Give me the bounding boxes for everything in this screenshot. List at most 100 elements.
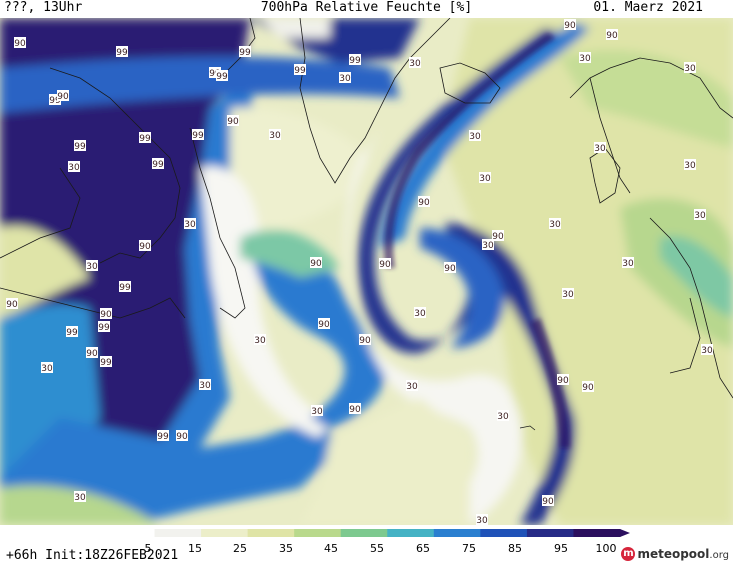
contour-label-bg xyxy=(119,281,131,292)
contour-label-bg xyxy=(100,356,112,367)
contour-label: 90 xyxy=(349,405,361,415)
contour-label-bg xyxy=(139,132,151,143)
contour-label: 99 xyxy=(100,358,112,368)
contour-label-bg xyxy=(582,381,594,392)
contour-label: 30 xyxy=(482,241,494,251)
contour-label-bg xyxy=(310,257,322,268)
contour-label: 90 xyxy=(379,260,391,270)
contour-label: 30 xyxy=(701,346,713,356)
coast-scandinavia xyxy=(569,57,733,119)
contour-label: 90 xyxy=(100,310,112,320)
contour-label-bg xyxy=(66,326,78,337)
detail-navy-arc-south xyxy=(530,318,570,448)
contour-label-bg xyxy=(41,362,53,373)
field-blue-central-comma xyxy=(250,241,385,428)
contour-label-bg xyxy=(74,140,86,151)
coast-iberia xyxy=(669,297,701,374)
humidity-detail xyxy=(383,33,570,448)
contour-label-bg xyxy=(406,380,418,391)
contour-label: 30 xyxy=(269,131,281,141)
contour-label-bg xyxy=(311,405,323,416)
contour-label: 99 xyxy=(294,66,306,76)
contour-label: 30 xyxy=(41,364,53,374)
meteopool-logo[interactable]: m meteopool.org xyxy=(621,547,729,561)
coast-canada-arctic xyxy=(49,67,181,264)
contour-label-bg xyxy=(227,115,239,126)
contour-label: 30 xyxy=(469,132,481,142)
contour-label-bg xyxy=(318,318,330,329)
contour-label-bg xyxy=(418,196,430,207)
contour-label: 99 xyxy=(152,160,164,170)
legend-tick-label: 25 xyxy=(233,542,247,555)
legend-tick-label: 100 xyxy=(596,542,617,555)
contour-label: 90 xyxy=(359,336,371,346)
contour-label-bg xyxy=(359,334,371,345)
field-green-patch-north xyxy=(560,50,733,149)
contour-label-bg xyxy=(469,130,481,141)
contour-label-bg xyxy=(6,298,18,309)
contour-label-bg xyxy=(349,54,361,65)
contour-label-bg xyxy=(184,218,196,229)
legend-tick-label: 45 xyxy=(324,542,338,555)
contour-label-bg xyxy=(74,491,86,502)
contour-label: 99 xyxy=(98,323,110,333)
contour-label: 30 xyxy=(479,174,491,184)
color-legend: 5 15 25 35 45 55 65 75 85 95 100 xyxy=(0,525,733,566)
contour-label-bg xyxy=(216,70,228,81)
coast-hudson-bay xyxy=(0,167,81,259)
contour-label-bg xyxy=(192,129,204,140)
contour-label-bg xyxy=(482,239,494,250)
contour-label: 90 xyxy=(564,21,576,31)
legend-tick-label: 55 xyxy=(370,542,384,555)
meteopool-logo-icon: m xyxy=(621,547,636,561)
contour-label: 99 xyxy=(66,328,78,338)
legend-tick-label: 75 xyxy=(462,542,476,555)
contour-label: 30 xyxy=(311,407,323,417)
contour-label: 30 xyxy=(694,211,706,221)
coast-norway xyxy=(589,77,631,194)
field-yellow-green-east xyxy=(440,18,733,525)
contour-label-bg xyxy=(254,334,266,345)
contour-label-bg xyxy=(68,161,80,172)
contour-label: 30 xyxy=(579,54,591,64)
contour-label: 90 xyxy=(606,31,618,41)
contour-label: 30 xyxy=(684,64,696,74)
contour-label: 99 xyxy=(239,48,251,58)
legend-cell xyxy=(294,529,342,537)
contour-label: 30 xyxy=(594,144,606,154)
legend-cell xyxy=(573,529,621,537)
contour-label: 30 xyxy=(497,412,509,422)
contour-label: 30 xyxy=(339,74,351,84)
contour-label-bg xyxy=(199,379,211,390)
weekday-time-label: ???, 13Uhr xyxy=(4,0,83,15)
contour-label-bg xyxy=(152,158,164,169)
contour-label: 90 xyxy=(318,320,330,330)
legend-cell xyxy=(340,529,388,537)
humidity-field xyxy=(0,18,733,525)
contour-label: 30 xyxy=(68,163,80,173)
contour-label: 90 xyxy=(57,92,69,102)
contour-label-bg xyxy=(116,46,128,57)
contour-label-bg xyxy=(14,37,26,48)
contour-label: 30 xyxy=(254,336,266,346)
contour-label: 90 xyxy=(582,383,594,393)
contour-label: 30 xyxy=(199,381,211,391)
contour-label-bg xyxy=(497,410,509,421)
contour-label-bg xyxy=(701,344,713,355)
contour-label-bg xyxy=(414,307,426,318)
coast-iceland xyxy=(439,62,501,104)
legend-tick-label: 65 xyxy=(416,542,430,555)
contour-label-bg xyxy=(339,72,351,83)
legend-cell xyxy=(201,529,249,537)
logo-suffix: .org xyxy=(709,549,729,561)
contour-label-bg xyxy=(209,67,221,78)
contour-label-bg xyxy=(579,52,591,63)
contour-label: 90 xyxy=(418,198,430,208)
coast-europe xyxy=(649,217,733,399)
contour-label: 30 xyxy=(622,259,634,269)
contour-label: 99 xyxy=(192,131,204,141)
field-dry-north xyxy=(230,107,370,238)
legend-cell xyxy=(387,529,435,537)
legend-bar: 5 15 25 35 45 55 65 75 85 95 100 xyxy=(108,529,630,555)
